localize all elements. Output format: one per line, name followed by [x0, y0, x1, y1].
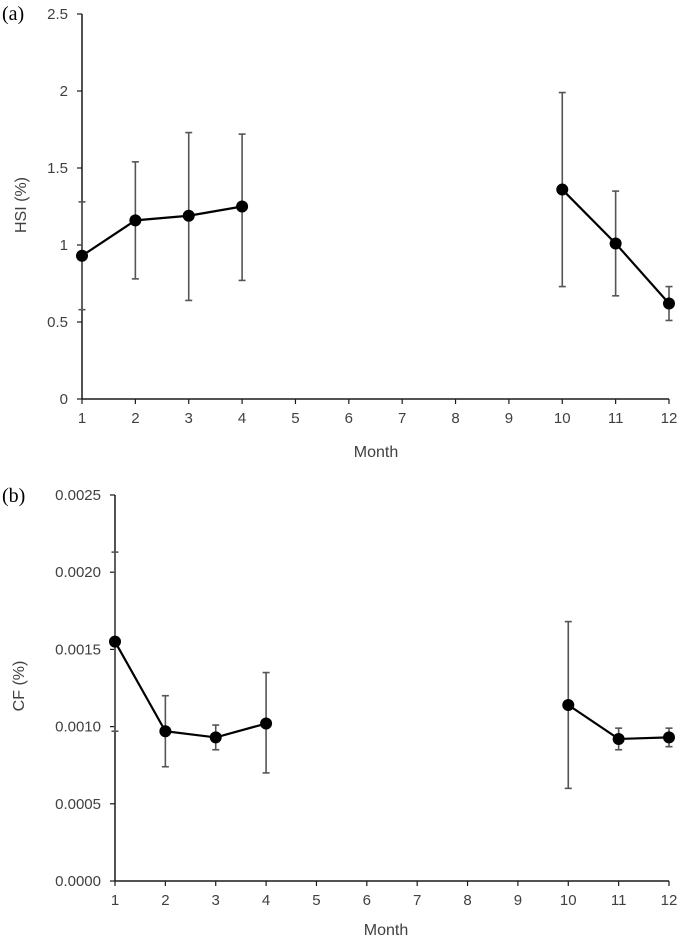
data-point [129, 214, 142, 227]
x-tick-label: 2 [161, 892, 169, 909]
y-tick-label: 1.5 [47, 160, 68, 177]
y-tick-label: 0.0010 [55, 719, 101, 736]
x-tick-label: 11 [611, 892, 627, 909]
data-point [182, 209, 195, 222]
x-tick-label: 12 [661, 892, 678, 909]
y-tick-label: 0.5 [47, 314, 68, 331]
panel-b-series-line [114, 641, 670, 741]
panel-b-error-bars [111, 551, 673, 790]
panel-a-series-line [81, 188, 670, 305]
x-tick-label: 5 [312, 892, 320, 909]
data-point [663, 731, 675, 744]
x-tick-label: 4 [262, 892, 270, 909]
x-tick-label: 4 [238, 410, 246, 427]
panel-a-tick-labels: 00.511.522.51 2 3 4 5 6 7 8 9 10 11 12 [47, 6, 677, 427]
x-tick-label: 10 [560, 892, 577, 909]
y-tick-label: 2 [60, 83, 68, 100]
y-tick-label: 2.5 [47, 6, 68, 23]
data-point [612, 732, 625, 745]
data-point [556, 183, 569, 196]
y-tick-label: 0.0000 [55, 873, 101, 890]
data-point [609, 237, 622, 250]
data-point [562, 698, 575, 711]
data-point [260, 717, 273, 730]
data-point [209, 731, 222, 744]
panel-a-x-axis-title: Month [354, 444, 398, 461]
data-point [109, 635, 121, 648]
panel-a-label: (a) [2, 3, 24, 25]
x-tick-label: 12 [661, 410, 678, 427]
panel-b-x-axis-title: Month [364, 922, 408, 939]
panel-b-y-axis-title: CF (%) [11, 661, 28, 712]
data-point [76, 249, 88, 262]
panel-a: (a) 00.511.522.51 2 3 4 5 6 7 8 9 10 11 12 Month HS… [2, 3, 677, 461]
data-point [663, 297, 675, 310]
x-tick-label: 3 [212, 892, 220, 909]
x-tick-label: 3 [185, 410, 193, 427]
x-tick-label: 8 [451, 410, 459, 427]
panel-b: (b) 0.0000 0.0005 0.0010 0.0015 0.0020 0.0025… [2, 485, 677, 939]
x-tick-label: 7 [413, 892, 421, 909]
y-tick-label: 0.0020 [55, 564, 101, 581]
panel-a-y-axis-title: HSI (%) [13, 177, 30, 233]
x-tick-label: 2 [131, 410, 139, 427]
panel-b-points [109, 635, 675, 745]
panel-a-error-bars [78, 91, 673, 322]
y-tick-label: 0.0005 [55, 796, 101, 813]
panel-b-label: (b) [2, 485, 25, 507]
data-point [236, 200, 249, 213]
x-tick-label: 1 [78, 410, 86, 427]
y-tick-label: 0.0025 [55, 487, 101, 504]
x-tick-label: 8 [463, 892, 471, 909]
x-tick-label: 6 [363, 892, 371, 909]
panel-b-axes [110, 494, 670, 886]
x-tick-label: 9 [505, 410, 513, 427]
x-tick-label: 10 [554, 410, 571, 427]
x-tick-label: 11 [608, 410, 624, 427]
series-line-segment-1 [81, 205, 243, 257]
x-tick-label: 7 [398, 410, 406, 427]
x-tick-label: 5 [291, 410, 299, 427]
y-tick-label: 0 [60, 391, 68, 408]
panel-a-points [76, 183, 675, 310]
data-point [159, 725, 172, 738]
series-line-segment-1 [114, 641, 267, 739]
x-tick-label: 9 [514, 892, 522, 909]
x-tick-label: 1 [111, 892, 119, 909]
y-tick-label: 0.0015 [55, 641, 101, 658]
x-tick-label: 6 [345, 410, 353, 427]
y-tick-label: 1 [60, 237, 68, 254]
